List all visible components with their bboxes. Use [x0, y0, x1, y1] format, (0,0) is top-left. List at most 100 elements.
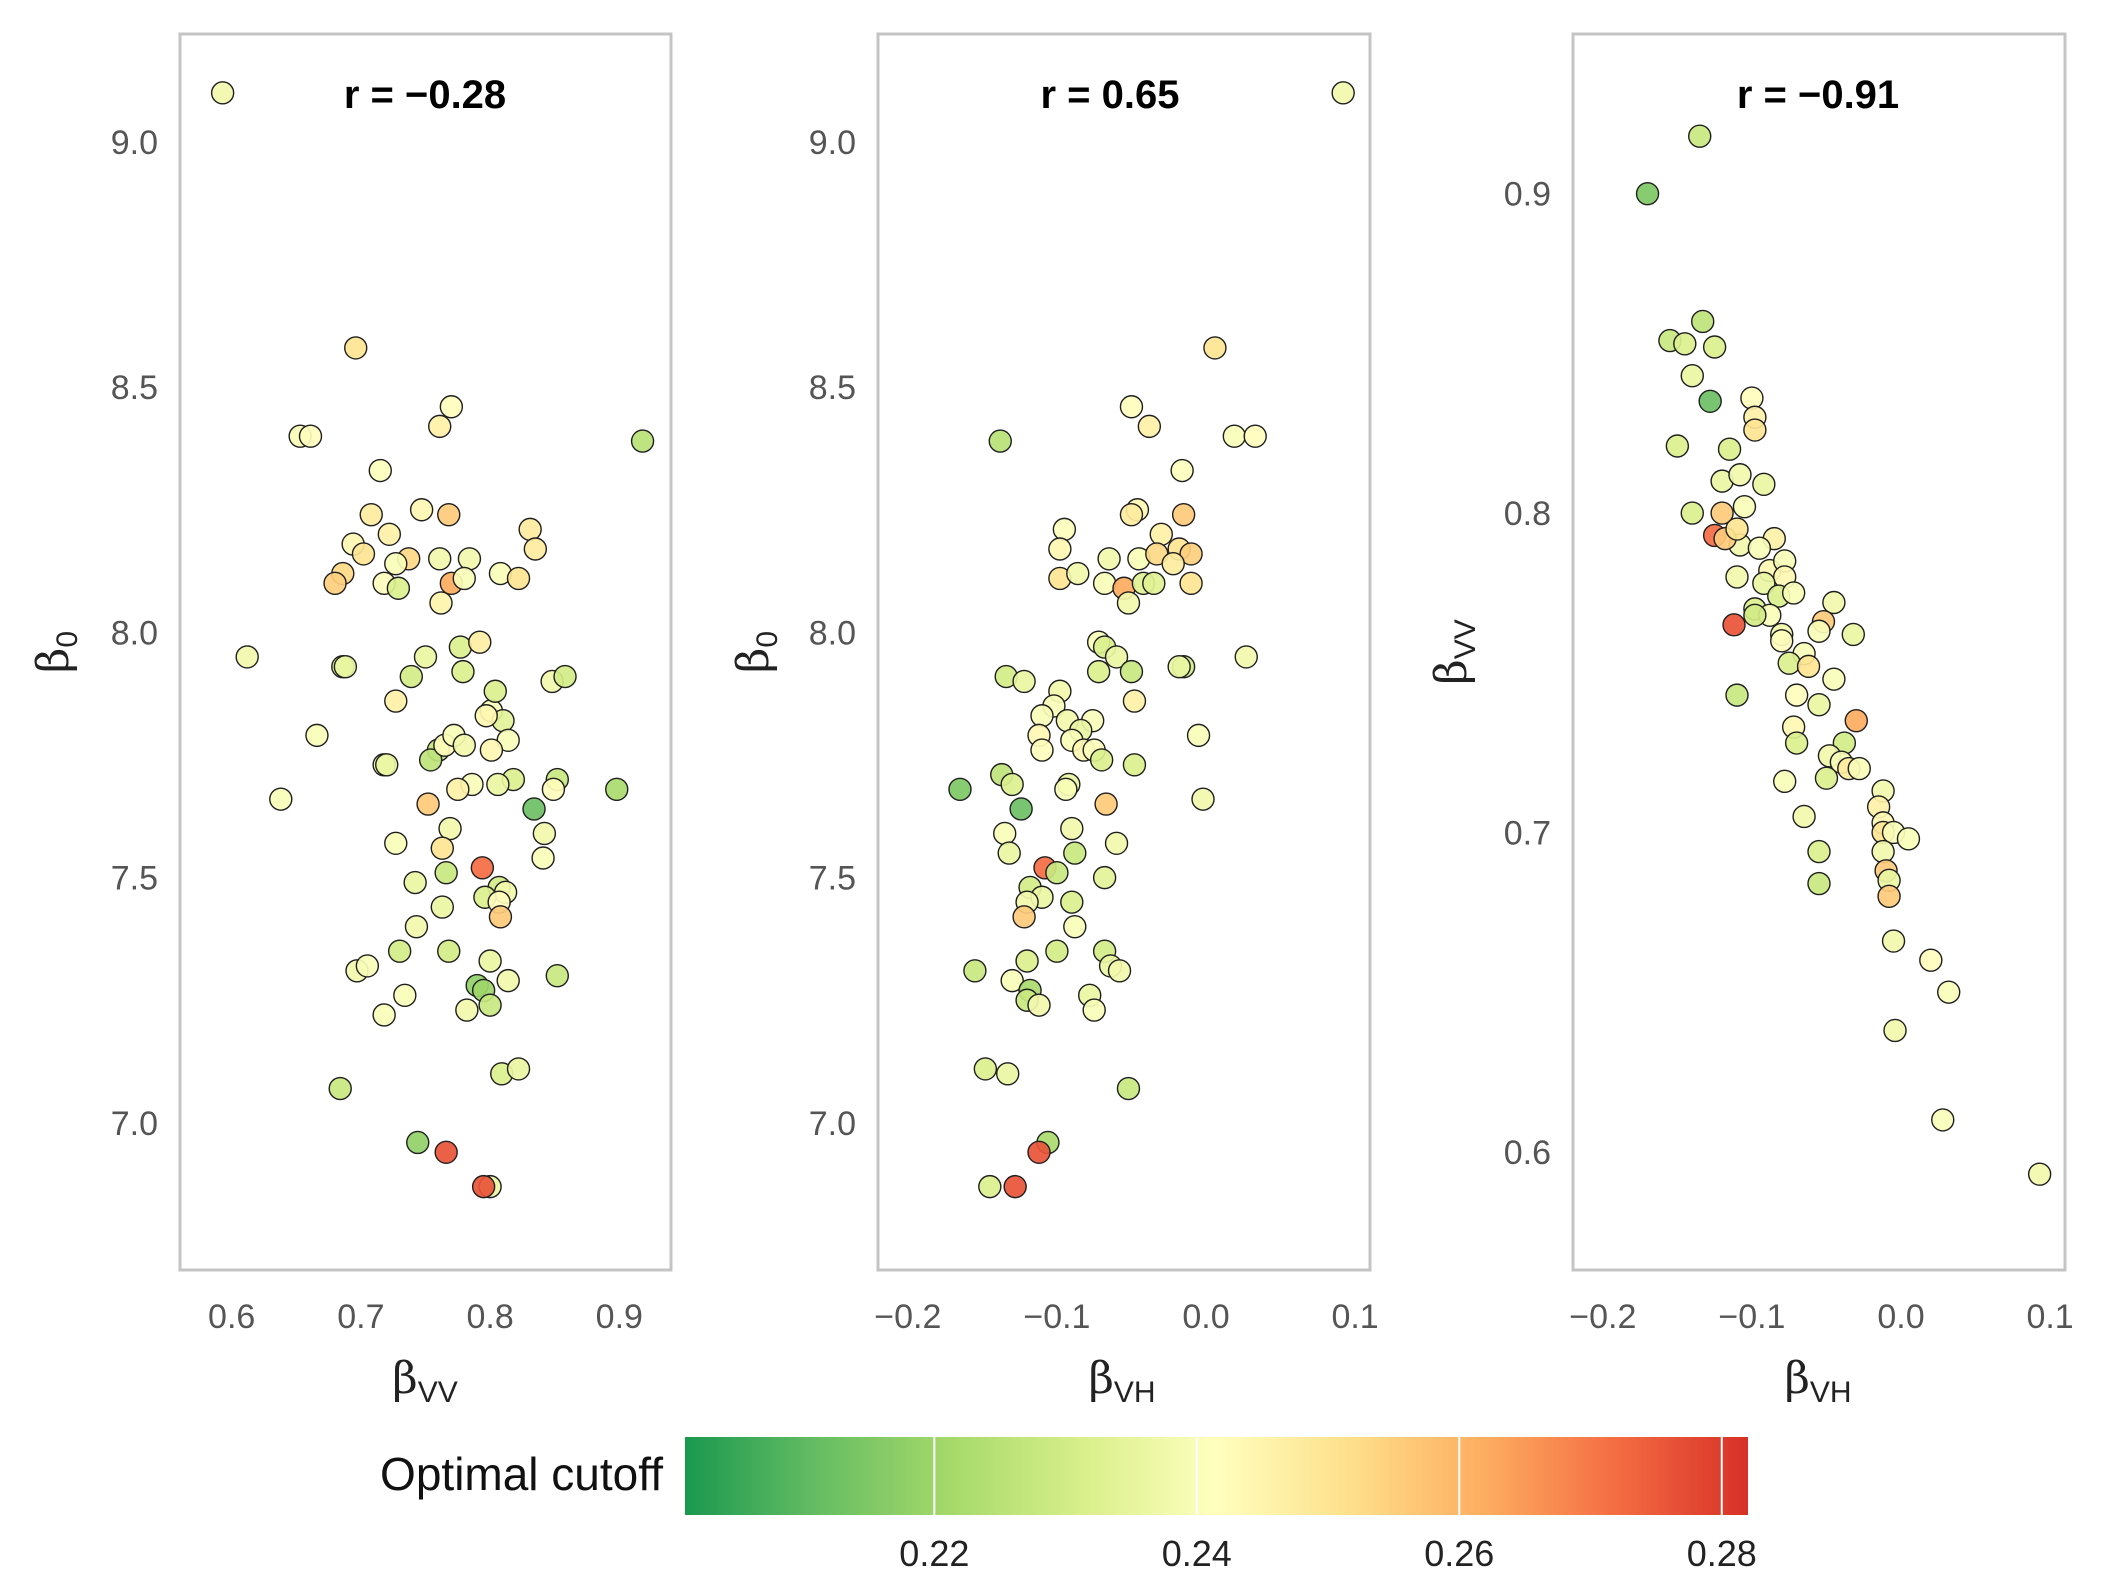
scatter-point	[1086, 659, 1111, 684]
x-tick-label: 0.9	[596, 1298, 643, 1336]
plot-frame	[1571, 32, 2067, 1272]
scatter-point	[978, 1174, 1002, 1199]
scatter-point	[1066, 561, 1090, 586]
scatter-point	[1092, 865, 1117, 890]
scatter-point	[2027, 1162, 2052, 1186]
scatter-point	[413, 645, 438, 669]
y-axis-label: βVV	[1426, 619, 1482, 684]
scatter-point	[1203, 336, 1227, 360]
scatter-point	[438, 816, 462, 841]
scatter-point	[1027, 993, 1051, 1017]
scatter-point	[409, 498, 434, 522]
scatter-point	[468, 630, 492, 654]
scatter-point	[545, 964, 569, 988]
scatter-point	[430, 895, 454, 919]
scatter-point	[434, 861, 458, 885]
scatter-point	[963, 959, 987, 983]
colorbar-tick-label: 0.22	[899, 1533, 969, 1574]
scatter-point	[1045, 939, 1069, 963]
data-points	[210, 81, 655, 1199]
scatter-point	[439, 395, 464, 419]
scatter-point	[393, 983, 417, 1008]
scatter-point	[351, 542, 376, 566]
scatter-point	[359, 502, 383, 527]
y-axis-ticks: 7.0 7.5 8.0 8.5 9.0	[809, 124, 856, 1143]
scatter-point	[1807, 619, 1831, 643]
scatter-point	[518, 517, 542, 542]
plot-frame	[876, 32, 1372, 1272]
scatter-point	[1179, 542, 1203, 566]
scatter-point	[1161, 552, 1185, 576]
scatter-point	[1784, 731, 1809, 755]
scatter-point	[478, 949, 502, 973]
scatter-point	[1792, 804, 1816, 829]
scatter-point	[1728, 463, 1752, 487]
scatter-point	[1743, 418, 1767, 442]
scatter-point	[478, 993, 502, 1017]
scatter-panel-beta0-vs-betaVH: 7.07.58.08.59.0 −0.2 −0.1 0.0 0.1 r = 0.65 …	[728, 32, 1379, 1409]
scatter-point	[1107, 959, 1132, 983]
scatter-point	[451, 659, 475, 684]
scatter-point	[1680, 364, 1704, 388]
colorbar-tick-label: 0.26	[1424, 1533, 1494, 1574]
scatter-point	[403, 870, 427, 895]
scatter-point	[1931, 1108, 1955, 1132]
scatter-point	[1877, 884, 1901, 909]
scatter-point	[997, 841, 1021, 865]
scatter-point	[452, 733, 476, 757]
scatter-point	[1009, 797, 1033, 821]
scatter-point	[486, 772, 510, 797]
scatter-point	[630, 429, 655, 453]
scatter-point	[1012, 905, 1036, 929]
scatter-point	[452, 566, 476, 591]
y-tick-label: 7.5	[809, 860, 856, 898]
scatter-point	[1665, 434, 1690, 458]
x-tick-label: 0.7	[337, 1298, 384, 1336]
scatter-point	[1119, 395, 1144, 419]
scatter-point	[1673, 332, 1697, 356]
scatter-point	[1063, 914, 1087, 939]
scatter-point	[1167, 655, 1191, 679]
scatter-point	[1680, 501, 1704, 525]
scatter-point	[948, 777, 972, 802]
scatter-point	[1752, 472, 1776, 497]
y-tick-label: 7.5	[111, 860, 158, 898]
x-axis-ticks: −0.2 −0.1 0.0 0.1	[874, 1298, 1378, 1336]
x-axis-ticks: 0.6 0.7 0.8 0.9	[208, 1298, 643, 1336]
x-tick-label: −0.2	[1569, 1298, 1636, 1336]
scatter-point	[471, 1174, 496, 1199]
scatter-point	[1807, 871, 1831, 896]
scatter-point	[1717, 437, 1742, 461]
scatter-point	[1807, 839, 1831, 864]
scatter-point	[1896, 827, 1921, 851]
y-axis-label: β0	[28, 631, 84, 673]
y-axis-ticks: 7.0 7.5 8.0 8.5 9.0	[111, 124, 158, 1143]
scatter-point	[457, 547, 482, 571]
y-tick-label: 8.0	[111, 614, 158, 652]
scatter-point	[1060, 890, 1084, 914]
x-tick-label: −0.1	[1718, 1298, 1785, 1336]
correlation-label: r = 0.65	[1040, 73, 1179, 117]
scatter-point	[1796, 654, 1821, 679]
scatter-point	[1698, 389, 1722, 413]
scatter-point	[1179, 571, 1203, 596]
scatter-point	[368, 458, 392, 483]
scatter-point	[1732, 494, 1757, 519]
scatter-point	[1142, 571, 1166, 596]
scatter-point	[488, 905, 513, 929]
scatter-point	[1702, 335, 1727, 359]
scatter-point	[406, 1130, 430, 1155]
x-tick-label: −0.1	[1023, 1298, 1090, 1336]
scatter-point	[1030, 738, 1054, 762]
x-tick-label: 0.1	[1331, 1298, 1378, 1336]
y-tick-label: 7.0	[809, 1105, 856, 1143]
colorbar-legend: Optimal cutoff 0.22 0.24 0.26 0.28	[380, 1437, 1757, 1574]
scatter-point	[1119, 659, 1144, 684]
scatter-point	[375, 753, 399, 777]
scatter-point	[448, 635, 473, 659]
scatter-point	[372, 1003, 396, 1027]
scatter-point	[416, 792, 440, 816]
scatter-point	[541, 777, 566, 802]
data-points	[948, 81, 1355, 1199]
scatter-point	[1060, 816, 1084, 841]
